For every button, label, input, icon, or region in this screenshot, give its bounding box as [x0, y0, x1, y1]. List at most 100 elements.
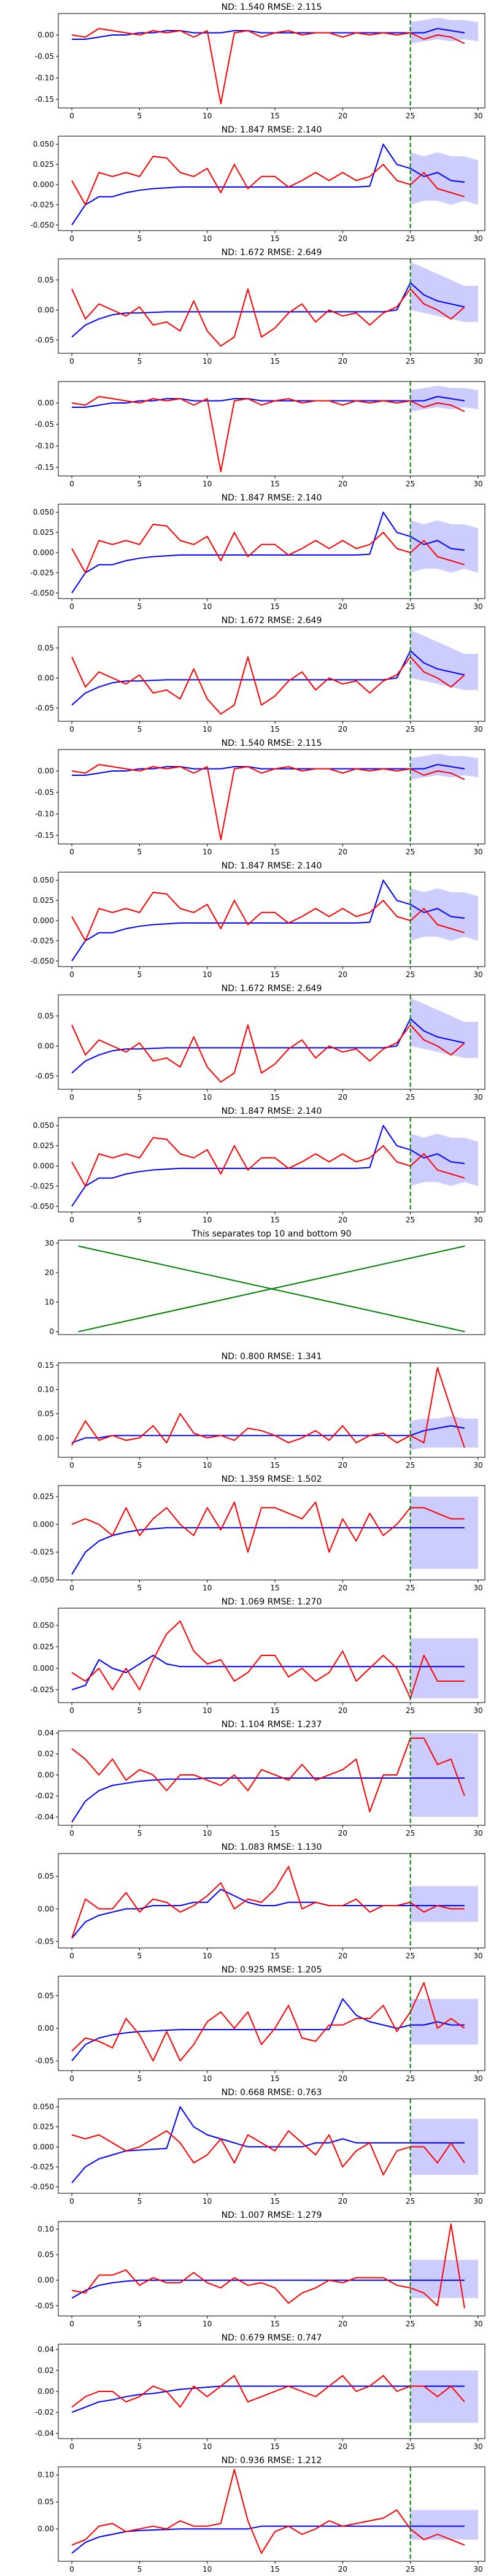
x-tick-label: 0 [69, 2074, 74, 2083]
y-tick-label: 0.050 [33, 1121, 54, 1130]
y-tick-label: 0.05 [37, 2497, 54, 2506]
chart-panel: ND: 1.007 RMSE: 1.279 0 5 10 15 20 25 30 0.10 0.0… [35, 2210, 485, 2328]
x-tick-label: 25 [406, 1706, 415, 1715]
x-tick-label: 25 [406, 2074, 415, 2083]
actual-series-line [71, 1737, 465, 1812]
x-tick-label: 20 [338, 1952, 347, 1960]
x-tick-label: 5 [137, 1461, 142, 1470]
y-tick-label: -0.025 [30, 201, 54, 209]
y-tick-label: 0.04 [37, 2345, 54, 2354]
x-tick-label: 0 [69, 234, 74, 243]
x-tick-label: 20 [338, 234, 347, 243]
actual-series-line [71, 1620, 465, 1699]
y-tick-label: -0.025 [30, 1548, 54, 1557]
y-tick-label: -0.05 [35, 788, 54, 797]
x-tick-label: 10 [203, 2320, 212, 2328]
y-tick-label: 0.025 [33, 1643, 54, 1651]
chart-panel: ND: 0.936 RMSE: 1.212 0 5 10 15 20 25 30 0.10 0.0… [37, 2456, 485, 2574]
plot-frame [58, 1485, 485, 1581]
chart-title: ND: 1.672 RMSE: 2.649 [222, 248, 322, 258]
x-tick-label: 25 [406, 1093, 415, 1102]
chart-title: ND: 1.104 RMSE: 1.237 [222, 1720, 322, 1730]
chart-panel: ND: 0.668 RMSE: 0.763 0 5 10 15 20 25 30 0.050 0.… [30, 2088, 485, 2206]
y-tick-label: 0.00 [37, 1771, 54, 1779]
x-tick-label: 10 [203, 2074, 212, 2083]
y-tick-label: 0.05 [37, 643, 54, 652]
plot-frame [58, 1362, 485, 1458]
chart-panel: ND: 1.847 RMSE: 2.140 0 5 10 15 20 25 30 0.050 0.… [30, 493, 485, 611]
y-tick-label: 0.00 [37, 399, 54, 407]
y-tick-label: 0.00 [37, 1041, 54, 1050]
x-tick-label: 0 [69, 970, 74, 979]
actual-series-line [71, 396, 465, 472]
confidence-band [410, 629, 478, 690]
y-tick-label: 0.04 [37, 1728, 54, 1737]
x-tick-label: 5 [137, 1216, 142, 1224]
x-tick-label: 0 [69, 112, 74, 120]
chart-title: ND: 1.540 RMSE: 2.115 [222, 738, 322, 748]
actual-series-line [71, 2130, 465, 2175]
chart-panel: ND: 1.847 RMSE: 2.140 0 5 10 15 20 25 30 0.050 0.… [30, 861, 485, 979]
chart-panel: ND: 0.800 RMSE: 1.341 0 5 10 15 20 25 30 0.15 0.1… [37, 1352, 485, 1470]
x-tick-label: 15 [270, 480, 279, 488]
plot-area [78, 1245, 465, 1333]
predicted-series-line [71, 282, 465, 338]
x-tick-label: 30 [473, 1829, 482, 1838]
x-tick-label: 15 [270, 357, 279, 366]
y-tick-label: 0.00 [37, 1904, 54, 1913]
confidence-band [410, 888, 478, 941]
x-tick-label: 0 [69, 1829, 74, 1838]
predicted-series-line [71, 2525, 465, 2554]
chart-panel: ND: 1.359 RMSE: 1.502 0 5 10 15 20 25 30 0.025 0.… [30, 1474, 485, 1592]
chart-panel: This separates top 10 and bottom 90 0 10 20… [45, 1229, 485, 1336]
x-tick-label: 30 [473, 725, 482, 734]
y-tick-label: 0 [49, 1327, 54, 1336]
confidence-band [410, 754, 478, 780]
x-tick-label: 20 [338, 357, 347, 366]
x-tick-label: 0 [69, 1461, 74, 1470]
plot-area [71, 136, 478, 231]
y-tick-label: 0.025 [33, 528, 54, 537]
x-tick-label: 15 [270, 112, 279, 120]
actual-series-line [71, 155, 465, 205]
x-tick-label: 0 [69, 1093, 74, 1102]
x-tick-label: 30 [473, 2442, 482, 2451]
y-tick-label: 0.00 [37, 31, 54, 39]
predicted-series-line [71, 1425, 465, 1444]
x-tick-label: 30 [473, 234, 482, 243]
chart-title: ND: 1.540 RMSE: 2.115 [222, 2, 322, 12]
chart-panel: ND: 1.847 RMSE: 2.140 0 5 10 15 20 25 30 0.050 0.… [30, 1106, 485, 1224]
confidence-band [410, 1999, 478, 2045]
y-tick-label: -0.04 [35, 1812, 54, 1821]
predicted-series-line [71, 1125, 465, 1207]
y-tick-label: 0.10 [37, 2225, 54, 2233]
y-tick-label: 0.05 [37, 2250, 54, 2259]
predicted-series-line [71, 2279, 465, 2299]
y-tick-label: 0.050 [33, 2103, 54, 2111]
x-tick-label: 15 [270, 1093, 279, 1102]
confidence-band [410, 2118, 478, 2175]
x-tick-label: 0 [69, 848, 74, 856]
confidence-band [410, 386, 478, 412]
x-tick-label: 30 [473, 112, 482, 120]
plot-area [71, 872, 478, 967]
x-tick-label: 5 [137, 1952, 142, 1960]
x-tick-label: 30 [473, 1461, 482, 1470]
y-tick-label: 0.15 [37, 1361, 54, 1370]
x-tick-label: 20 [338, 112, 347, 120]
x-tick-label: 10 [203, 1584, 212, 1592]
y-tick-label: 0.05 [37, 1409, 54, 1418]
y-tick-label: 0.025 [33, 1141, 54, 1150]
x-tick-label: 0 [69, 480, 74, 488]
x-tick-label: 15 [270, 1461, 279, 1470]
x-tick-label: 5 [137, 112, 142, 120]
x-tick-label: 25 [406, 602, 415, 611]
confidence-band [410, 18, 478, 44]
chart-panel: ND: 1.672 RMSE: 2.649 0 5 10 15 20 25 30 0.05 0.0… [35, 616, 485, 734]
confidence-band [410, 1497, 478, 1569]
x-tick-label: 10 [203, 2442, 212, 2451]
actual-series-line [71, 764, 465, 840]
x-tick-label: 5 [137, 2442, 142, 2451]
predicted-series-line [72, 28, 465, 40]
actual-series-line [71, 1982, 465, 2062]
